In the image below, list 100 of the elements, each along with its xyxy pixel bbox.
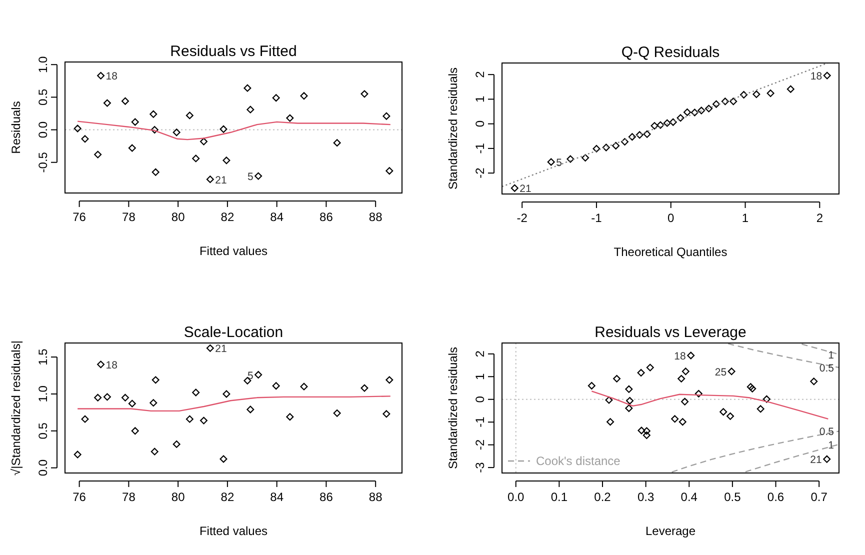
point [566,155,574,163]
x-tick-label: -2 [516,211,528,225]
legend-label: Cook's distance [536,454,621,468]
y-tick-label: -1 [473,142,487,154]
y-axis-title: Standardized residuals [446,67,460,190]
point [386,167,394,175]
point [128,144,136,152]
x-tick-label: 0.7 [810,490,828,504]
x-tick-label: 78 [122,490,136,504]
y-axis-title: √|Standardized residuals| [9,340,23,476]
x-tick-label: 86 [320,210,334,224]
point [192,388,200,396]
point [206,344,214,352]
point [186,415,194,423]
annotation: 5 [247,370,254,382]
annotation: 21 [520,183,532,196]
point [272,94,280,102]
point [300,382,308,390]
x-axis-title: Fitted values [199,524,268,538]
point [636,131,644,139]
point [333,409,341,417]
point [625,385,633,393]
point [286,114,294,122]
annotation: 25 [714,366,727,378]
point [721,98,729,106]
point [121,97,129,105]
point [206,176,214,184]
x-tick-label: 84 [270,210,284,224]
x-tick-label: 82 [220,490,234,504]
point [671,415,679,423]
point [676,114,684,122]
y-tick-label: -3 [473,462,487,473]
point [186,112,194,120]
point [121,394,129,402]
point [637,369,645,377]
x-tick-label: 0.6 [767,490,784,504]
chart-title: Residuals vs Fitted [170,43,297,60]
point [650,122,658,130]
point [678,418,686,426]
point [588,382,596,390]
x-axis-title: Fitted values [199,244,268,258]
point [220,125,228,133]
point [131,118,139,126]
x-tick-label: 2 [816,211,824,225]
point [386,376,394,384]
point [690,108,698,116]
annotation: 18 [106,70,118,83]
point [152,376,160,384]
x-tick-label: 0 [668,211,675,225]
point [152,168,160,176]
point [810,378,818,386]
y-tick-label: 1 [473,96,487,103]
y-tick-label: 1 [473,372,487,380]
x-tick-label: 80 [171,490,186,504]
line-series [76,396,391,412]
point [705,104,713,112]
point [172,440,180,448]
point [272,382,280,390]
point [678,374,686,382]
point [172,128,180,136]
annotation: 21 [810,454,822,466]
x-tick-label: 82 [220,210,234,224]
annotation: 21 [215,343,228,356]
y-axis-title: Standardized residuals [446,346,460,470]
point [150,126,158,134]
point [628,133,636,141]
x-tick-label: 76 [72,210,86,224]
point [333,139,341,147]
point [643,130,651,138]
annotation: 5 [247,171,254,184]
point [612,142,620,150]
point [200,416,208,424]
annotation: 1 [828,349,834,362]
x-tick-label: 80 [171,210,186,224]
x-tick-label: 76 [72,490,86,504]
x-tick-label: 0.2 [594,490,612,504]
x-tick-label: 84 [270,490,284,504]
x-tick-label: 88 [368,210,383,224]
point [360,90,368,98]
line-series [591,390,829,420]
point [698,106,706,114]
point [103,99,111,107]
point [681,398,689,406]
point [81,415,89,423]
y-tick-label: 1.0 [36,385,50,402]
point [382,410,390,418]
point [656,121,664,129]
point [74,124,82,132]
point [766,90,774,98]
y-tick-label: 0.0 [36,121,50,138]
chart-title: Scale-Location [184,324,284,341]
point [286,413,294,421]
annotation: 0.5 [819,362,834,375]
y-tick-label: -2 [473,439,487,450]
point [592,144,600,152]
x-axis-title: Leverage [645,524,696,538]
annotation: 21 [215,174,228,186]
x-tick-label: 0.4 [680,490,698,504]
point [74,450,82,458]
point [103,393,111,401]
